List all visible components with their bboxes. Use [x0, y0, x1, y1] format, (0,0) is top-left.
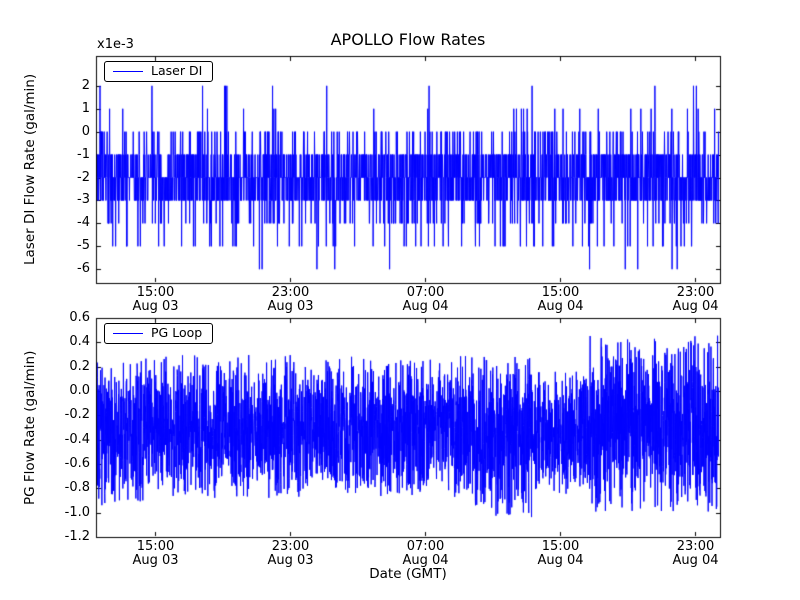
y-tick-label: -0.4	[64, 431, 90, 447]
legend-label: Laser DI	[151, 63, 203, 78]
x-tick-label: 15:00 Aug 03	[132, 539, 179, 569]
xlabel-date-gmt: Date (GMT)	[369, 566, 447, 582]
y-tick-label: -3	[77, 191, 90, 207]
y-tick-label: -0.6	[64, 455, 90, 471]
y-tick-label: -5	[77, 237, 90, 253]
y-tick-label: 0.6	[69, 309, 90, 325]
legend-line-sample	[113, 70, 143, 72]
y-tick-label: 0	[81, 123, 90, 139]
legend-laser-di: Laser DI	[104, 61, 214, 82]
x-tick-label: 15:00 Aug 04	[537, 285, 584, 315]
y-tick-label: 0.2	[69, 358, 90, 374]
x-tick-label: 15:00 Aug 04	[537, 539, 584, 569]
y-tick-label: -1.0	[64, 504, 90, 520]
x-tick-label: 23:00 Aug 04	[672, 285, 719, 315]
y-axis-offset-multiplier: x1e-3	[97, 37, 134, 52]
y-tick-label: -2	[77, 169, 90, 185]
y-tick-label: -1.2	[64, 528, 90, 544]
y-tick-label: -0.2	[64, 406, 90, 422]
legend-pg-loop: PG Loop	[104, 323, 214, 344]
x-tick-label: 23:00 Aug 03	[267, 285, 314, 315]
x-tick-label: 15:00 Aug 03	[132, 285, 179, 315]
y-tick-label: 1	[81, 100, 90, 116]
y-tick-label: 0.0	[69, 382, 90, 398]
y-tick-label: -1	[77, 146, 90, 162]
y-tick-label: 0.4	[69, 333, 90, 349]
ylabel-laser-di: Laser DI Flow Rate (gal/min)	[22, 73, 38, 266]
y-tick-label: -4	[77, 214, 90, 230]
x-tick-label: 23:00 Aug 03	[267, 539, 314, 569]
figure-title: APOLLO Flow Rates	[330, 30, 486, 49]
ylabel-pg-loop: PG Flow Rate (gal/min)	[22, 350, 38, 505]
x-tick-label: 07:00 Aug 04	[402, 285, 449, 315]
legend-line-sample	[113, 332, 143, 334]
legend-label: PG Loop	[151, 325, 203, 340]
x-tick-label: 07:00 Aug 04	[402, 539, 449, 569]
y-tick-label: -6	[77, 260, 90, 276]
y-tick-label: 2	[81, 77, 90, 93]
y-tick-label: -0.8	[64, 479, 90, 495]
x-tick-label: 23:00 Aug 04	[672, 539, 719, 569]
